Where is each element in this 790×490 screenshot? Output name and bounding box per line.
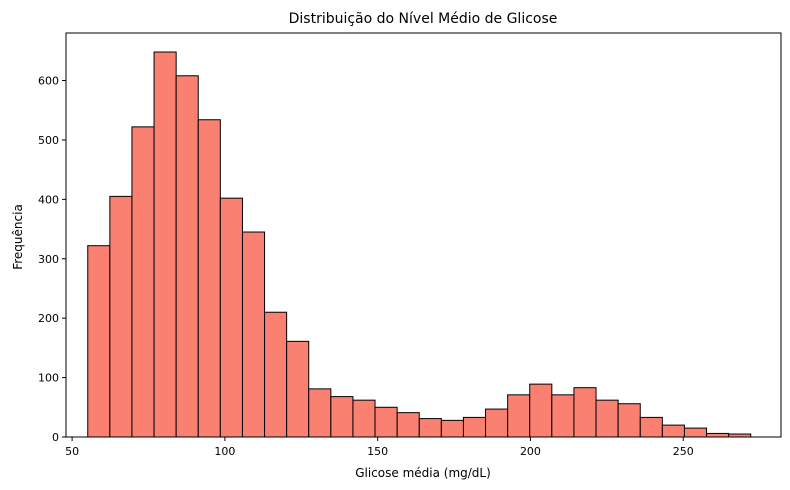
x-tick-label: 250	[673, 445, 694, 458]
x-tick-label: 150	[367, 445, 388, 458]
histogram-bar	[374, 406, 398, 438]
plot-frame	[65, 32, 782, 438]
y-tick-label: 200	[38, 312, 59, 325]
histogram-bar	[396, 412, 420, 438]
y-tick-label: 600	[38, 75, 59, 88]
histogram-bar	[264, 311, 288, 438]
histogram-bar	[507, 394, 531, 438]
histogram-bar	[661, 424, 685, 438]
histogram-bar	[485, 408, 509, 438]
histogram-bar	[175, 75, 199, 438]
histogram-bar	[551, 394, 575, 438]
histogram-bar	[308, 388, 332, 438]
y-tick-label: 0	[52, 431, 59, 444]
histogram-bar	[529, 383, 553, 438]
x-axis-label: Glicose média (mg/dL)	[355, 466, 491, 480]
histogram-bar	[617, 403, 641, 438]
chart-title: Distribuição do Nível Médio de Glicose	[289, 11, 558, 27]
histogram-bar	[573, 387, 597, 438]
histogram-bar	[330, 396, 354, 438]
histogram-bar	[418, 418, 442, 438]
histogram-bar	[109, 195, 133, 438]
histogram-bar	[286, 340, 310, 438]
histogram-bar	[462, 416, 487, 438]
histogram-bar	[219, 197, 243, 438]
histogram-bar	[197, 119, 221, 438]
histogram-bar	[639, 416, 663, 438]
x-tick-label: 100	[214, 445, 235, 458]
histogram-bar	[241, 231, 266, 438]
y-tick-label: 300	[38, 253, 59, 266]
x-tick-label: 50	[65, 445, 79, 458]
x-axis-ticks: 50 100 150 200 250	[65, 437, 694, 458]
y-tick-label: 400	[38, 193, 59, 206]
bars-group	[87, 51, 752, 438]
y-axis-ticks: 0 100 200 300 400 500 600	[38, 75, 66, 444]
histogram-bar	[352, 399, 376, 438]
y-tick-label: 500	[38, 134, 59, 147]
histogram-bar	[153, 51, 177, 438]
histogram-bar	[440, 419, 464, 438]
x-tick-label: 200	[520, 445, 541, 458]
histogram-bar	[683, 427, 708, 438]
y-tick-label: 100	[38, 372, 59, 385]
histogram-bar	[595, 399, 619, 438]
histogram-bar	[131, 126, 155, 438]
histogram-bar	[706, 432, 730, 438]
y-axis-label: Frequência	[11, 204, 25, 270]
histogram-bar	[87, 245, 111, 438]
